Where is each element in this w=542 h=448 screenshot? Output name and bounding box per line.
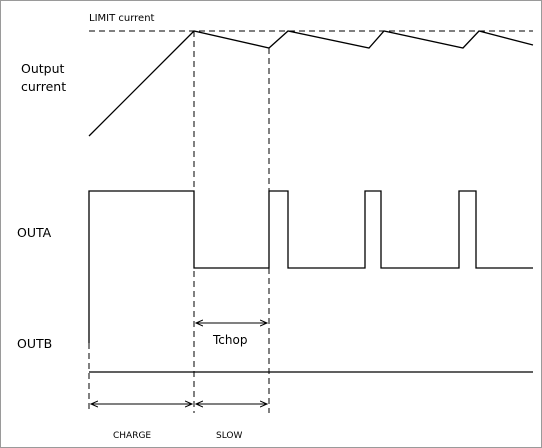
charge-label: CHARGE	[113, 431, 151, 441]
tchop-label: Tchop	[212, 333, 247, 347]
limit-current-label: LIMIT current	[89, 13, 155, 24]
outa-waveform	[88, 190, 533, 343]
slow-label: SLOW	[216, 431, 242, 441]
outa-label: OUTA	[17, 225, 52, 240]
output-current-label-line2: current	[21, 79, 66, 94]
output-current-waveform	[88, 30, 534, 137]
outb-label: OUTB	[17, 336, 52, 351]
output-current-label-line1: Output	[21, 61, 65, 76]
